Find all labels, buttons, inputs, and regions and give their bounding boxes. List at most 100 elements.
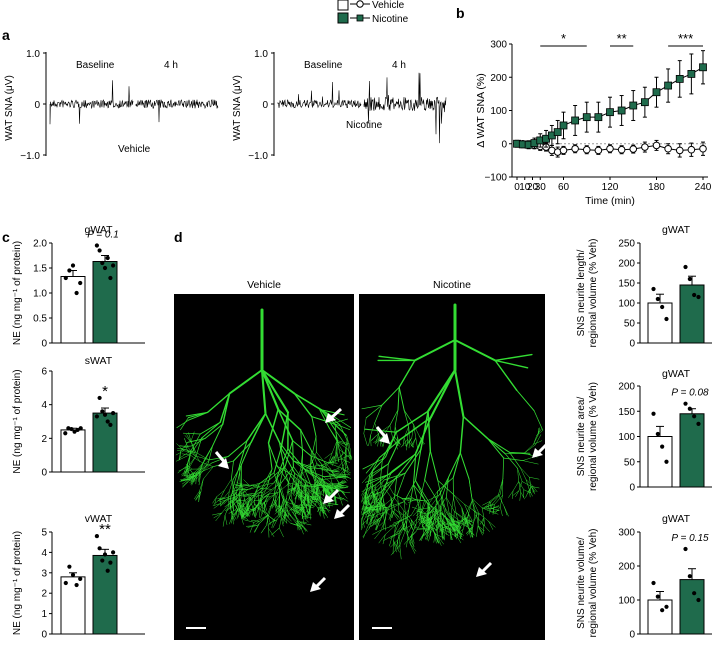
- neurite-branch: [303, 480, 307, 490]
- neurite-branch: [297, 520, 302, 530]
- arrow-icon: [532, 442, 549, 458]
- neurite-branch: [234, 488, 244, 492]
- data-point: [97, 546, 102, 551]
- neurite-branch: [316, 491, 319, 499]
- neurite-branch: [529, 476, 532, 487]
- neurite-branch: [512, 490, 520, 496]
- neurite-branch: [428, 490, 438, 504]
- neurite-branch: [283, 494, 292, 510]
- neurite-branch: [492, 493, 501, 505]
- neurite-branch: [283, 465, 295, 482]
- neurite-branch: [260, 368, 290, 414]
- neurite-branch: [362, 527, 370, 537]
- y-tick-label: 0: [41, 339, 47, 350]
- neurite-branch: [337, 480, 343, 487]
- neurite-branch: [298, 480, 302, 491]
- neurite-branch: [398, 534, 401, 547]
- neurite-branch: [312, 435, 317, 453]
- neurite-branch: [219, 499, 227, 503]
- neurite-branch: [449, 522, 456, 531]
- neurite-branch: [518, 481, 525, 490]
- neurite-branch: [518, 481, 521, 493]
- y-axis-label: NE (ng mg⁻¹ of protein): [12, 531, 23, 635]
- x-axis-label: Time (min): [585, 195, 635, 207]
- neurite-branch: [407, 499, 417, 503]
- neurite-branch: [332, 472, 343, 475]
- neurite-branch: [434, 533, 439, 544]
- data-point: [74, 582, 79, 588]
- neurite-branch: [304, 468, 324, 477]
- neurite-branch: [191, 473, 201, 479]
- neurite-branch: [413, 339, 456, 362]
- neurite-branch: [428, 510, 438, 520]
- neurite-branch: [266, 499, 274, 517]
- y-tick-label: 1.5: [33, 264, 47, 275]
- neurite-branch: [340, 454, 351, 460]
- neurite-branch: [279, 490, 287, 503]
- neurite-branch: [489, 501, 492, 512]
- neurite-branch: [419, 479, 426, 502]
- neurite-branch: [403, 501, 407, 522]
- neurite-branch: [332, 472, 338, 481]
- neurite-branch: [288, 488, 295, 495]
- neurite-branch: [439, 523, 442, 533]
- neurite-branch: [457, 516, 466, 529]
- neurite-branch: [429, 527, 438, 530]
- neurite-branch: [284, 440, 294, 467]
- data-point: [67, 268, 72, 273]
- neurite-branch: [214, 496, 217, 505]
- neurite-branch: [294, 490, 300, 496]
- neurite-branch: [415, 480, 426, 501]
- neurite-branch: [380, 494, 383, 504]
- neurite-branch: [392, 540, 394, 555]
- neurite-branch: [515, 490, 520, 497]
- neurite-branch: [323, 486, 329, 494]
- neurite-branch: [318, 495, 324, 505]
- neurite-branch: [322, 469, 332, 475]
- neurite-branch: [213, 498, 221, 505]
- data-point: [63, 431, 68, 436]
- neurite-branch: [321, 464, 330, 475]
- neurite-branch: [269, 492, 279, 498]
- neurite-branch: [239, 465, 241, 486]
- neurite-branch: [454, 339, 497, 362]
- neurite-branch: [365, 507, 373, 514]
- neurite-branch: [324, 452, 333, 459]
- neurite-branch: [519, 467, 527, 480]
- neurite-branch: [371, 463, 389, 477]
- neurite-branch: [517, 468, 523, 482]
- bar-nicotine: [679, 413, 705, 488]
- neurite-branch: [413, 424, 417, 439]
- neurite-branch: [436, 497, 447, 512]
- data-point-vehicle: [617, 145, 626, 154]
- significance-label: *: [561, 31, 566, 46]
- neurite-branch: [181, 453, 191, 456]
- neurite-branch: [285, 501, 293, 511]
- annotation: *: [102, 383, 108, 400]
- y-tick-label: 50: [624, 319, 636, 330]
- neurite-branch: [323, 488, 327, 497]
- panel-a-right: WAT SNA (μV) 1.0 0 −1.0 Baseline 4 h Nic…: [232, 49, 447, 162]
- data-point: [655, 296, 660, 302]
- neurite-branch: [260, 499, 264, 511]
- neurite-branch: [267, 518, 275, 526]
- data-point: [651, 286, 656, 292]
- neurite-branch: [451, 520, 453, 530]
- neurite-branch: [527, 486, 532, 494]
- neurite-branch: [334, 423, 351, 431]
- neurite-branch: [424, 509, 434, 517]
- neurite-branch: [300, 490, 303, 498]
- y-tick-label: 200: [618, 562, 635, 573]
- data-point: [692, 591, 697, 596]
- neurite-branch: [441, 519, 443, 530]
- neurite-branch: [245, 494, 257, 497]
- data-point: [100, 558, 105, 563]
- neurite-branch: [297, 520, 299, 531]
- neurite-branch: [407, 439, 414, 448]
- neurite-branch: [298, 494, 306, 506]
- neurite-branch: [224, 506, 232, 511]
- image-title-nicotine: Nicotine: [433, 279, 471, 291]
- neurite-branch: [509, 451, 521, 468]
- neurite-branch: [186, 471, 196, 477]
- data-point: [655, 594, 660, 599]
